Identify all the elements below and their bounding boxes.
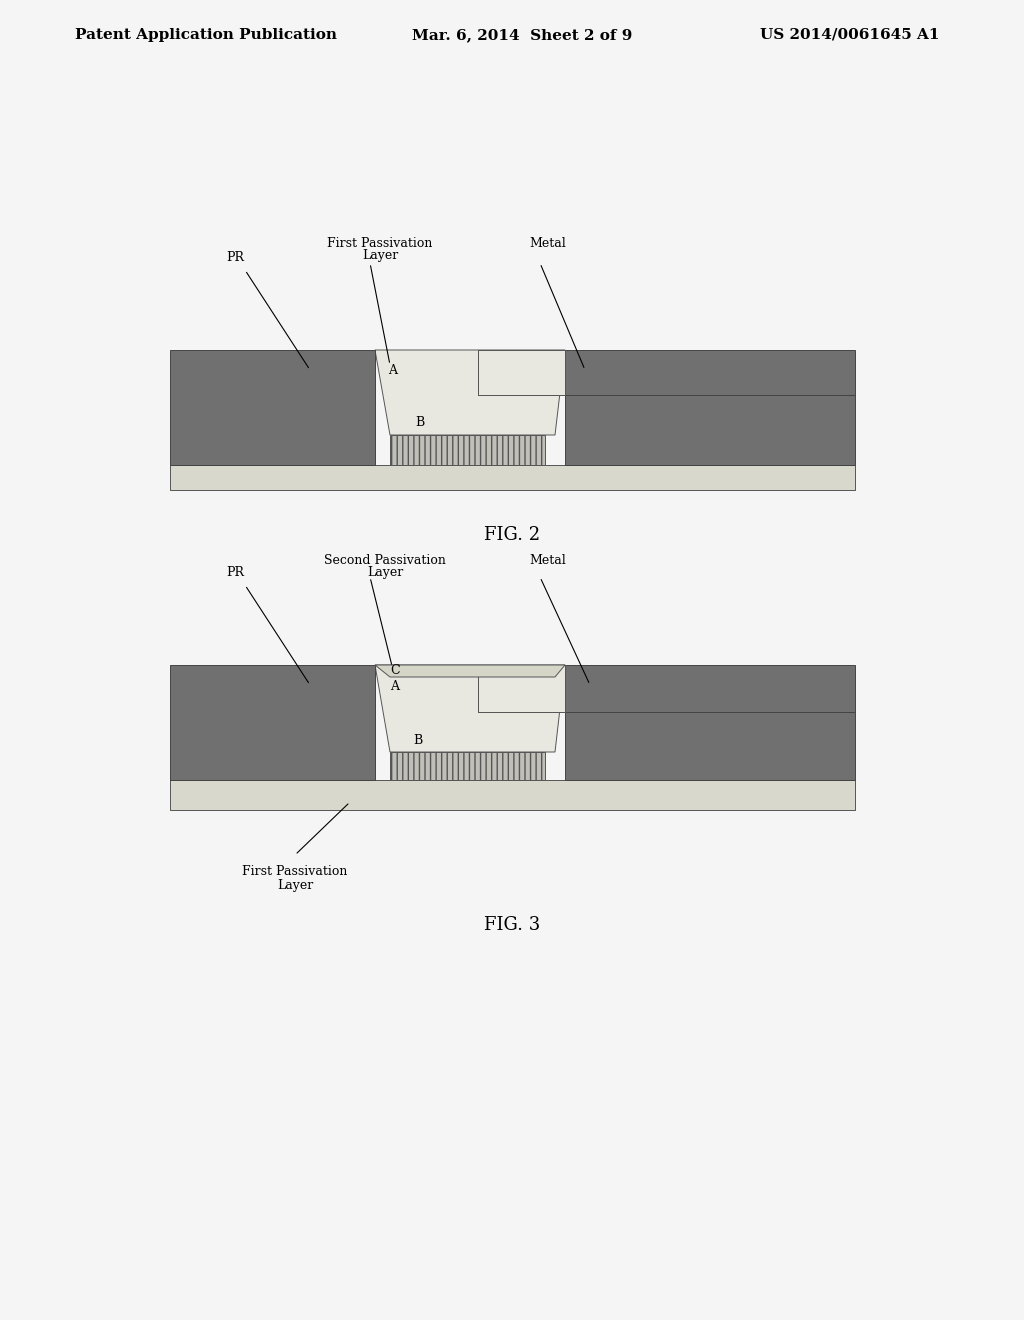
Text: Metal: Metal xyxy=(529,238,566,249)
Text: First Passivation: First Passivation xyxy=(243,865,348,878)
Polygon shape xyxy=(170,665,375,780)
Text: Layer: Layer xyxy=(276,879,313,892)
Polygon shape xyxy=(565,395,855,465)
Polygon shape xyxy=(390,752,545,780)
Text: Layer: Layer xyxy=(367,566,403,579)
Polygon shape xyxy=(478,665,565,711)
Text: Patent Application Publication: Patent Application Publication xyxy=(75,28,337,42)
Text: Metal: Metal xyxy=(529,554,566,568)
Polygon shape xyxy=(170,465,855,490)
Text: Mar. 6, 2014  Sheet 2 of 9: Mar. 6, 2014 Sheet 2 of 9 xyxy=(412,28,633,42)
Text: C: C xyxy=(390,664,399,677)
Text: PR: PR xyxy=(226,566,244,579)
Text: B: B xyxy=(416,417,425,429)
Polygon shape xyxy=(375,350,565,436)
Text: A: A xyxy=(388,363,397,376)
Text: PR: PR xyxy=(226,251,244,264)
Polygon shape xyxy=(375,665,565,752)
Polygon shape xyxy=(478,350,855,395)
Polygon shape xyxy=(170,780,855,810)
Text: FIG. 3: FIG. 3 xyxy=(484,916,540,935)
Text: B: B xyxy=(414,734,423,747)
Polygon shape xyxy=(478,665,855,711)
Text: FIG. 2: FIG. 2 xyxy=(484,525,540,544)
Text: Second Passivation: Second Passivation xyxy=(324,554,445,568)
Text: Layer: Layer xyxy=(361,249,398,261)
Polygon shape xyxy=(170,350,375,465)
Text: US 2014/0061645 A1: US 2014/0061645 A1 xyxy=(760,28,939,42)
Polygon shape xyxy=(478,350,565,395)
Text: A: A xyxy=(390,681,399,693)
Text: First Passivation: First Passivation xyxy=(328,238,433,249)
Polygon shape xyxy=(565,711,855,780)
Polygon shape xyxy=(375,665,565,677)
Polygon shape xyxy=(390,436,545,465)
